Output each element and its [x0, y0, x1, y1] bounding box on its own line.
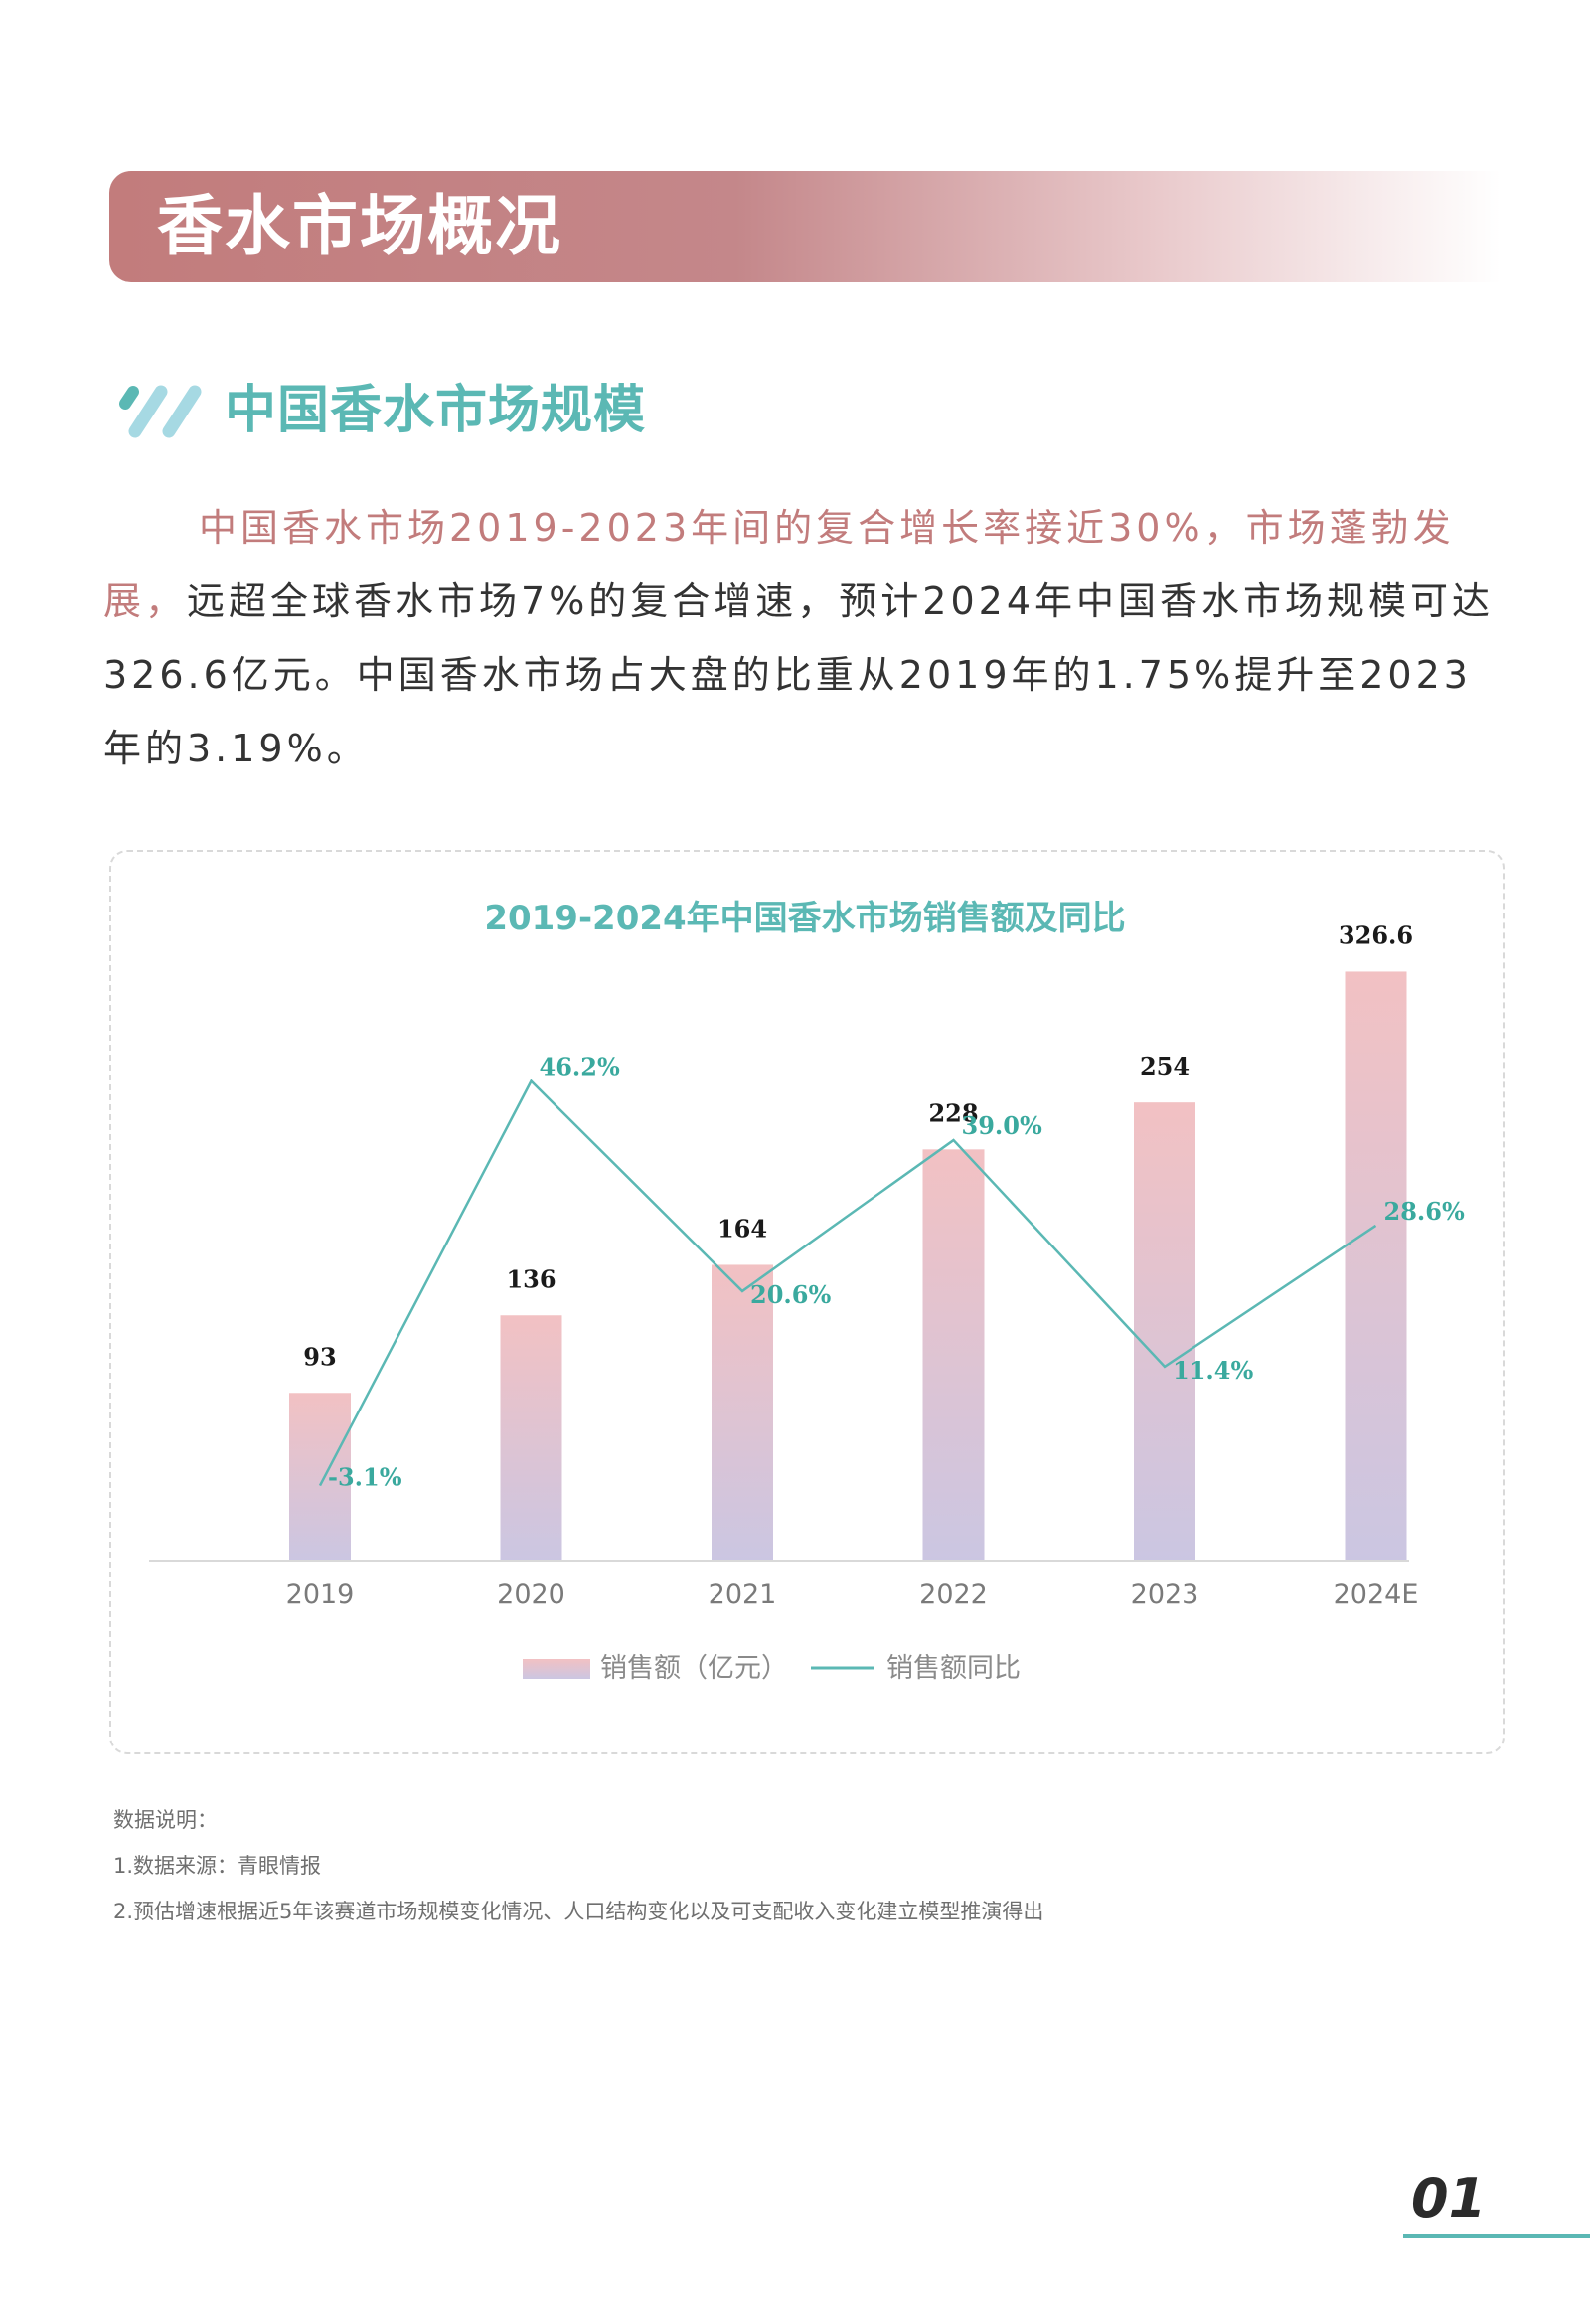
- page-number: 01: [1411, 2167, 1487, 2230]
- x-tick-label: 2020: [497, 1579, 565, 1610]
- bar-value-label: 228: [928, 1098, 978, 1127]
- line-value-label: 20.6%: [750, 1280, 831, 1309]
- yoy-line: [318, 1079, 1377, 1487]
- intro-paragraph: 中国香水市场2019-2023年间的复合增长率接近30%，市场蓬勃发展，远超全球…: [103, 491, 1495, 785]
- title-banner: 香水市场概况: [109, 171, 1501, 282]
- bar-value-label: 93: [303, 1342, 336, 1371]
- bar-2024E: [1345, 971, 1407, 1561]
- chart-title: 2019-2024年中国香水市场销售额及同比: [484, 899, 1125, 938]
- page-number-underline: [1403, 2234, 1590, 2238]
- bar-value-label: 254: [1140, 1052, 1190, 1080]
- bar-2019: [289, 1393, 351, 1561]
- line-value-label: 28.6%: [1384, 1197, 1465, 1226]
- banner-title: 香水市场概况: [157, 188, 562, 264]
- bar-2021: [712, 1264, 773, 1561]
- paragraph-body: 远超全球香水市场7%的复合增速，预计2024年中国香水市场规模可达326.6亿元…: [103, 580, 1495, 770]
- bar-value-label: 136: [506, 1264, 556, 1293]
- slash-stripes-icon: [119, 385, 202, 438]
- legend-bar-swatch: [523, 1659, 590, 1679]
- bar-value-label: 164: [717, 1214, 767, 1243]
- x-axis-ticks: 2019 2020 2021 2022 2023 2024E: [286, 1579, 1419, 1610]
- bar-2020: [500, 1315, 562, 1561]
- notes-source: 1.数据来源：青眼情报: [113, 1854, 322, 1878]
- chart-frame: [109, 850, 1505, 1754]
- line-value-label: 39.0%: [962, 1111, 1042, 1140]
- notes-method: 2.预估增速根据近5年该赛道市场规模变化情况、人口结构变化以及可支配收入变化建立…: [113, 1900, 1044, 1923]
- section-title: 中国香水市场规模: [225, 381, 647, 440]
- line-value-label: 11.4%: [1173, 1356, 1253, 1385]
- x-tick-label: 2023: [1131, 1579, 1199, 1610]
- sales-chart: 2019-2024年中国香水市场销售额及同比 93 136 164 228 254 326…: [149, 899, 1465, 1684]
- line-series: -3.1% 46.2% 20.6% 39.0% 11.4% 28.6%: [318, 1053, 1465, 1492]
- legend: 销售额（亿元） 销售额同比: [523, 1653, 1021, 1684]
- line-value-label: -3.1%: [328, 1463, 402, 1492]
- data-notes: 数据说明： 1.数据来源：青眼情报 2.预估增速根据近5年该赛道市场规模变化情况…: [113, 1797, 1043, 1934]
- bar-series: 93 136 164 228 254 326.6: [289, 920, 1413, 1561]
- x-tick-label: 2024E: [1334, 1579, 1419, 1610]
- bar-value-label: 326.6: [1339, 920, 1413, 949]
- x-tick-label: 2021: [709, 1579, 777, 1610]
- paragraph-highlight: 中国香水市场2019-2023年间的复合增长率接近30%，市场蓬勃发展，: [103, 506, 1455, 623]
- bar-2022: [922, 1149, 985, 1561]
- line-value-label: 46.2%: [540, 1053, 620, 1081]
- x-tick-label: 2022: [919, 1579, 988, 1610]
- legend-bar-label: 销售额（亿元）: [600, 1653, 788, 1684]
- legend-line-label: 销售额同比: [886, 1653, 1021, 1684]
- x-tick-label: 2019: [286, 1579, 355, 1610]
- bar-2023: [1134, 1102, 1195, 1561]
- notes-heading: 数据说明：: [113, 1808, 218, 1832]
